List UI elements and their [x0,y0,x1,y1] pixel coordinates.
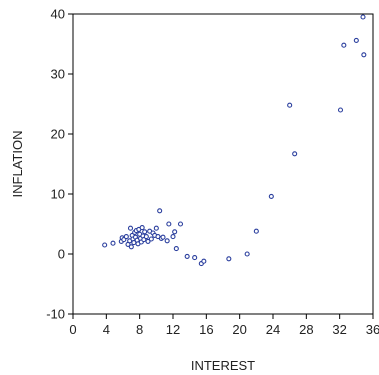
y-tick-label: -10 [46,307,65,322]
data-point [123,234,129,240]
data-point [139,225,145,231]
data-point [153,225,159,231]
data-point [142,229,148,235]
data-point [128,244,134,250]
x-tick-label: 12 [166,322,180,337]
plot-frame [72,13,374,315]
data-point [160,234,166,240]
x-tick-label: 0 [69,322,76,337]
data-point [166,221,172,227]
x-tick-label: 20 [232,322,246,337]
data-point [102,242,108,248]
data-point [173,246,179,252]
data-point [268,193,274,199]
data-point [292,151,298,157]
x-tick-label: 8 [136,322,143,337]
y-tick-label: 0 [58,247,65,262]
data-point [192,255,198,261]
x-axis-title: INTEREST [191,358,255,373]
axes: 0 4 8 12 16 20 24 28 32 36 -10 0 10 20 30 40 [46,7,379,338]
x-tick-label: 24 [266,322,280,337]
data-point [244,251,250,257]
data-point [226,256,232,262]
data-point [337,107,344,113]
data-point [353,37,359,43]
data-point [157,208,163,214]
data-point [164,238,170,244]
data-point [341,42,347,48]
y-axis-title: INFLATION [10,131,25,198]
data-point [177,221,184,227]
x-tick-label: 28 [299,322,313,337]
data-point [172,229,178,235]
data-point [201,258,207,264]
x-tick-label: 32 [332,322,346,337]
x-tick-label: 16 [199,322,213,337]
data-point [148,236,154,242]
y-tick-label: 20 [51,127,65,142]
y-tick-label: 40 [51,7,65,22]
x-tick-label: 4 [103,322,110,337]
data-point [287,102,293,108]
data-point [253,228,259,234]
y-tick-label: 10 [51,187,65,202]
data-point [110,240,116,246]
y-tick-label: 30 [51,67,65,82]
x-tick-label: 36 [366,322,379,337]
data-point [143,234,149,240]
data-point [360,14,366,20]
data-point [145,238,151,244]
data-point [184,253,190,259]
data-point [361,52,367,58]
data-point [127,225,134,231]
data-point [170,234,176,240]
data-points [102,14,367,267]
